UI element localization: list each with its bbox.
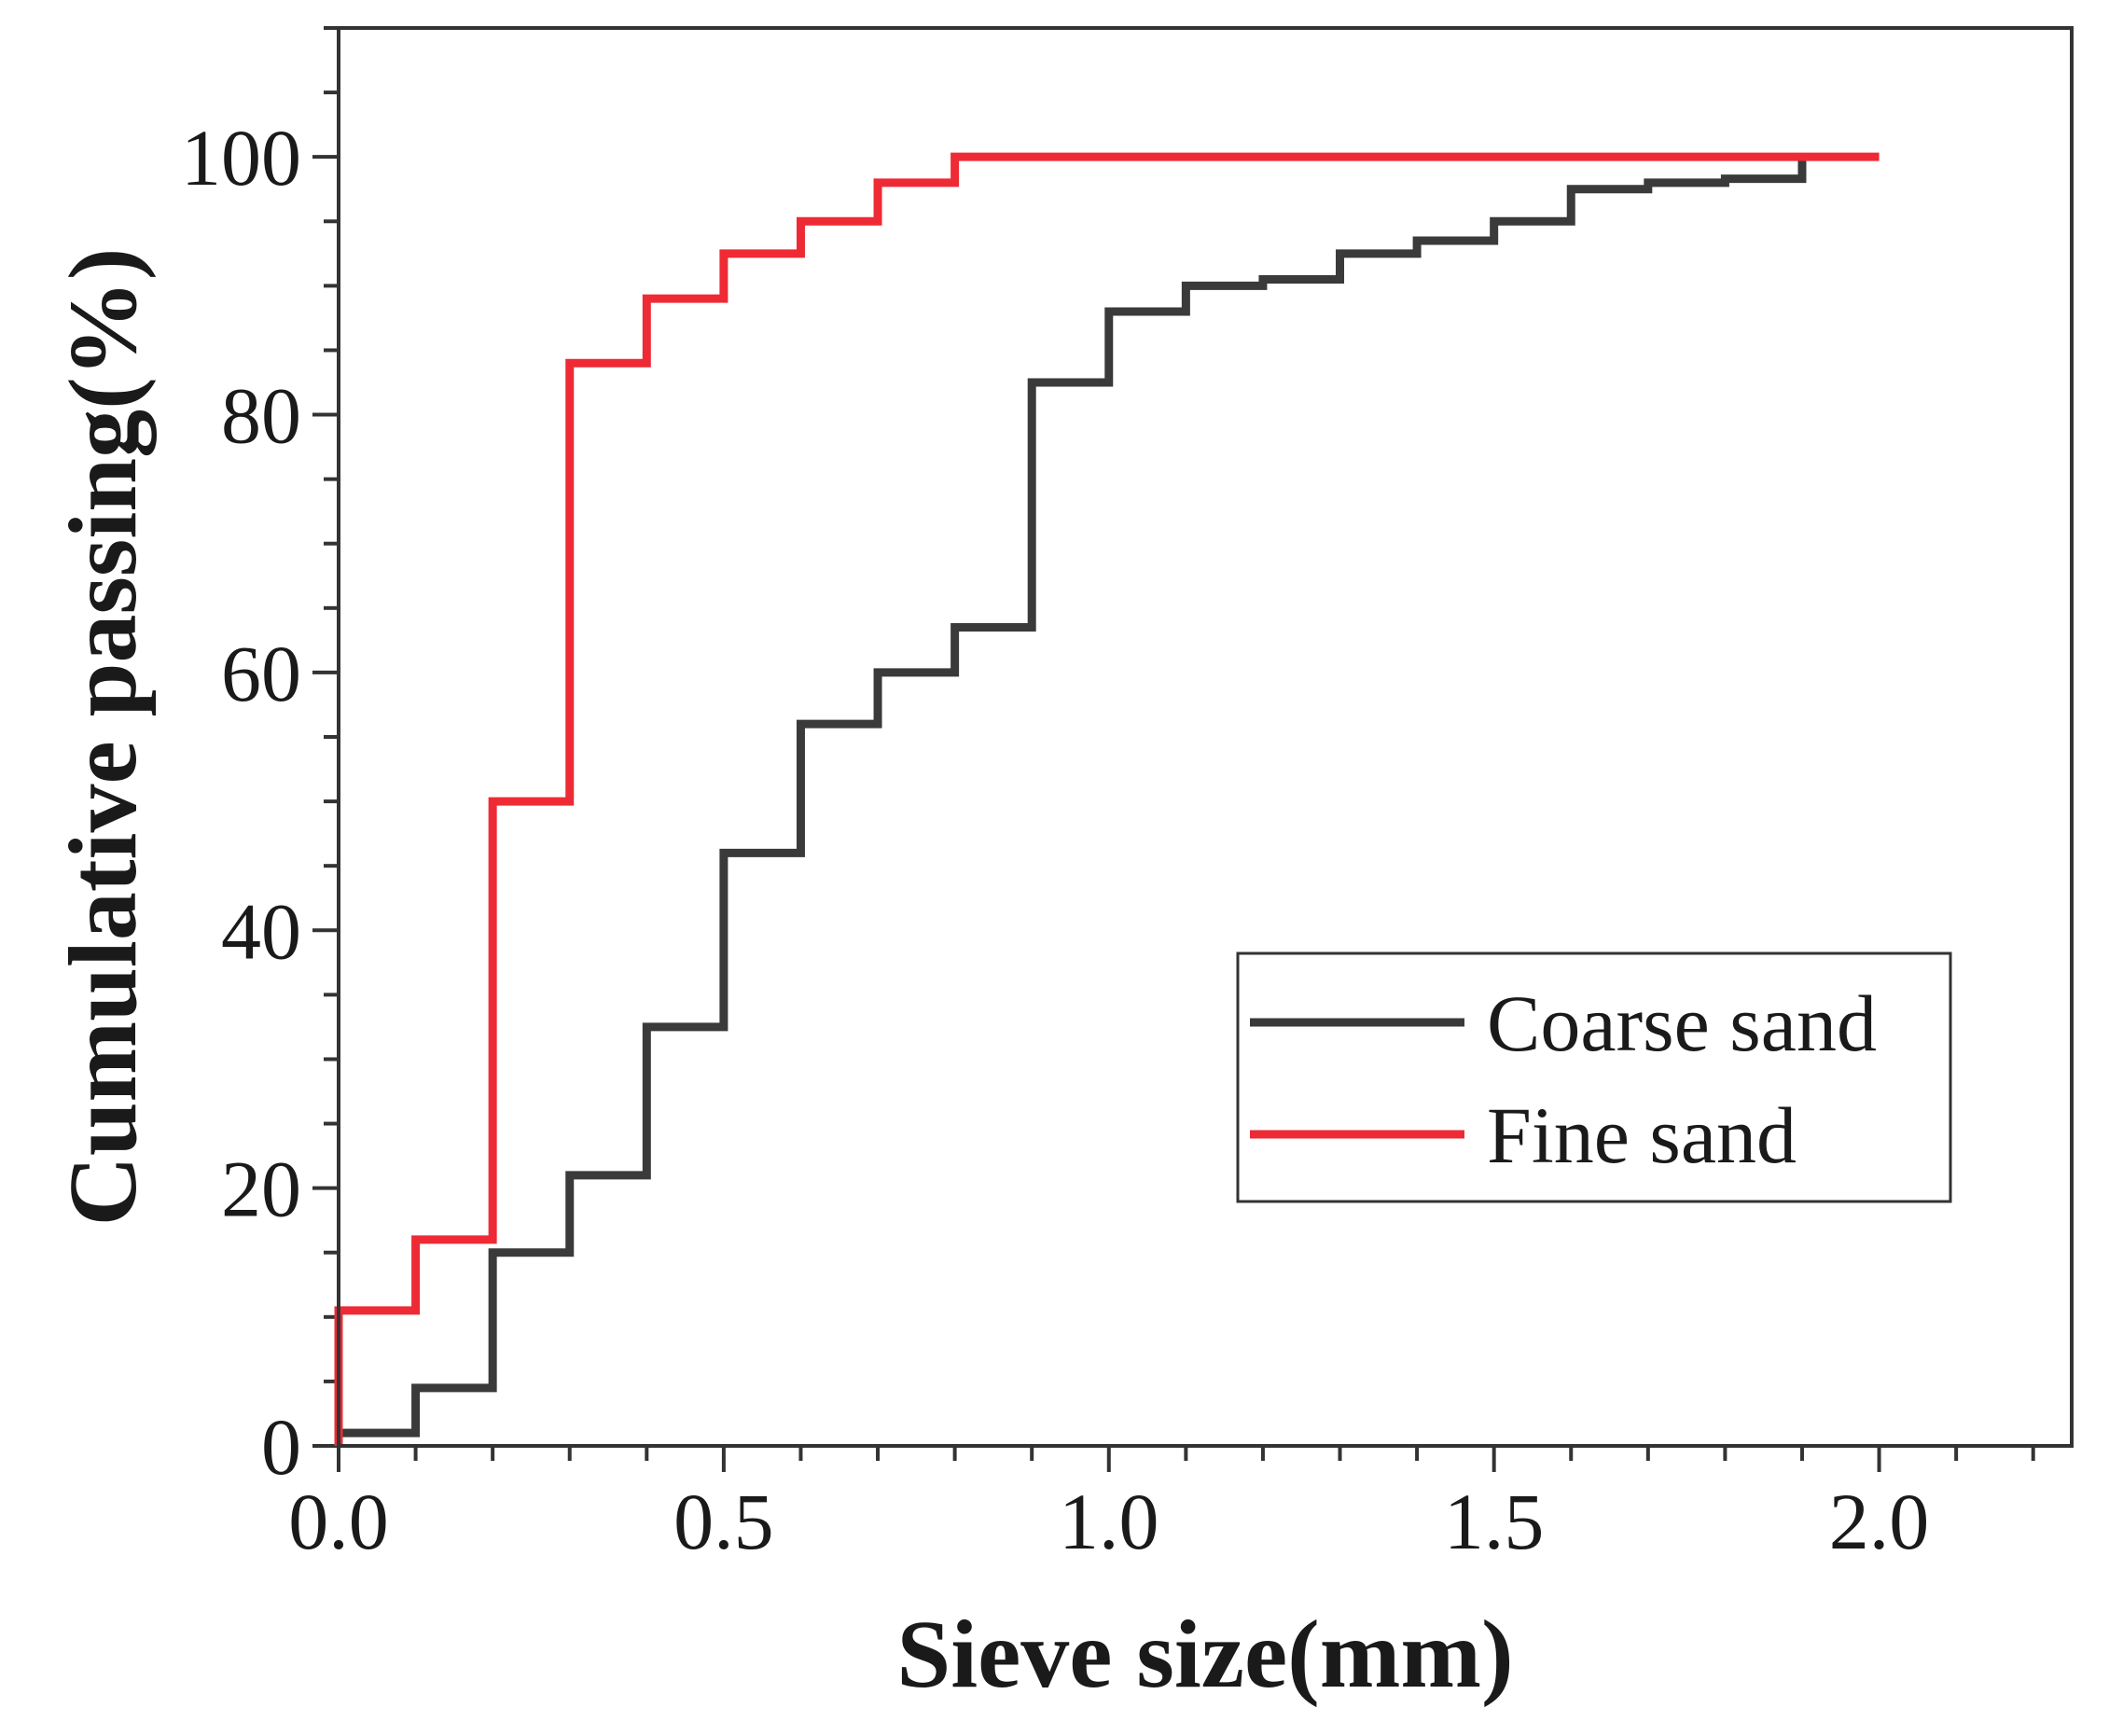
plot-frame (337, 26, 2074, 1448)
y-tick-label: 20 (221, 1145, 301, 1234)
x-tick-label: 1.5 (1444, 1477, 1545, 1566)
labels-layer: 0.0 0.5 1.0 1.5 2.0 0 20 40 60 80 100 (181, 113, 1929, 1566)
x-tick-label: 1.0 (1059, 1477, 1159, 1566)
x-tick-label: 2.0 (1829, 1477, 1930, 1566)
series-layer (334, 152, 1880, 1446)
y-axis-title: Cumulative passing(%) (49, 248, 157, 1227)
series-line-fine-sand (334, 152, 1880, 1446)
y-tick-label: 80 (221, 371, 301, 461)
legend-label-coarse-sand: Coarse sand (1487, 979, 1877, 1068)
x-axis-title: Sieve size(mm) (896, 1601, 1513, 1708)
x-tick-label: 0.5 (673, 1477, 774, 1566)
legend-label-fine-sand: Fine sand (1487, 1090, 1797, 1180)
y-tick-label: 40 (221, 886, 301, 976)
ticks-layer (312, 26, 2035, 1472)
y-tick-label: 0 (261, 1402, 301, 1492)
legend-box (1236, 951, 1952, 1203)
y-tick-label: 60 (221, 629, 301, 718)
legend: Coarse sand Fine sand (1236, 951, 1952, 1203)
series-line-coarse-sand (334, 157, 1807, 1446)
y-tick-label: 100 (181, 113, 301, 202)
x-tick-label: 0.0 (288, 1477, 389, 1566)
